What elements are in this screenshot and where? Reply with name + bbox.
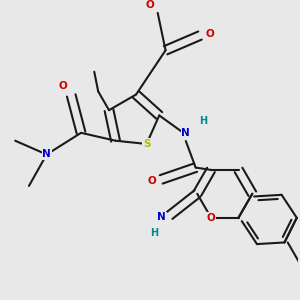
Text: O: O bbox=[207, 213, 215, 223]
Text: O: O bbox=[146, 0, 154, 10]
Text: O: O bbox=[59, 81, 68, 91]
Text: O: O bbox=[147, 176, 156, 186]
Text: O: O bbox=[206, 28, 214, 39]
Text: N: N bbox=[182, 128, 190, 138]
Text: H: H bbox=[150, 228, 158, 238]
Text: S: S bbox=[143, 139, 150, 149]
Text: N: N bbox=[42, 149, 51, 160]
Text: N: N bbox=[158, 212, 166, 222]
Text: H: H bbox=[200, 116, 208, 126]
